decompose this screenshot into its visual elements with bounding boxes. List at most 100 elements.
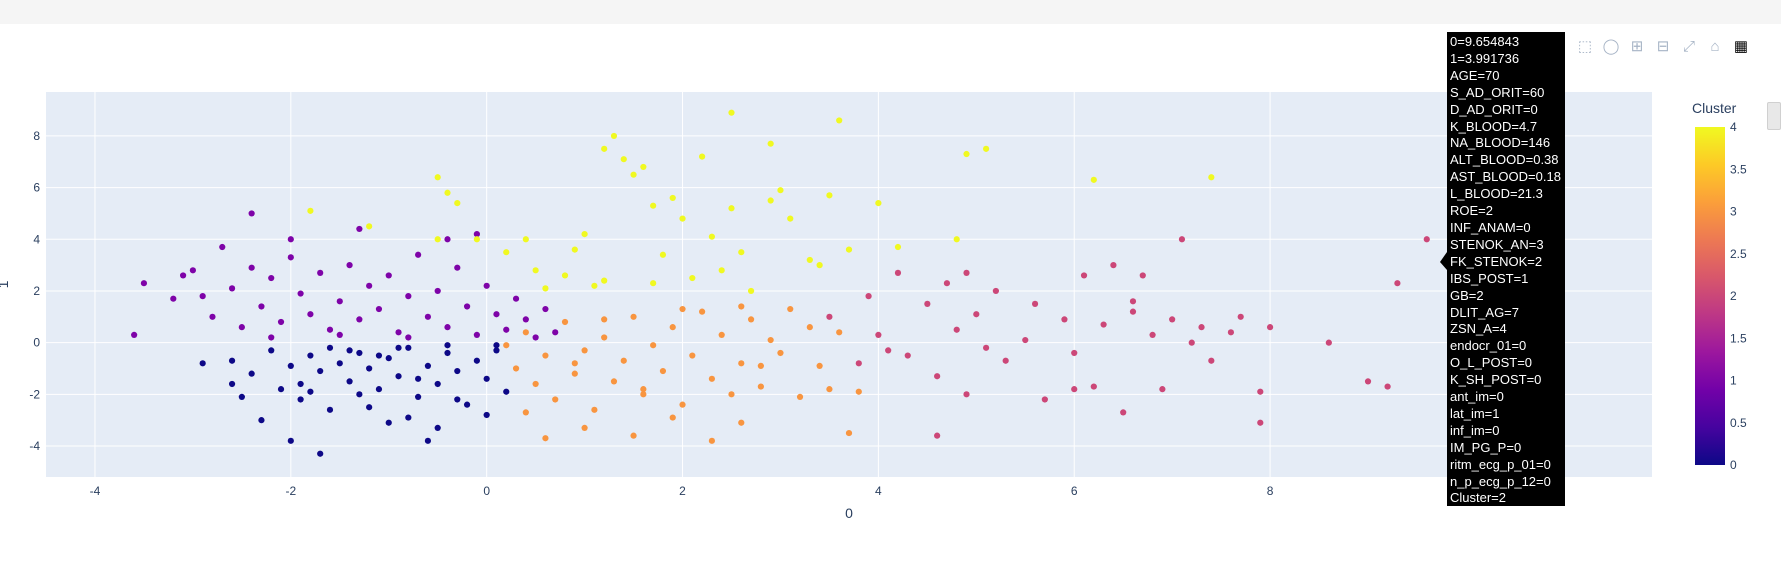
data-point xyxy=(679,215,686,222)
data-point xyxy=(454,264,461,271)
data-point xyxy=(894,269,902,276)
data-point xyxy=(170,295,177,302)
data-point xyxy=(415,251,422,258)
data-point xyxy=(904,352,911,359)
data-point xyxy=(385,355,392,362)
data-point xyxy=(806,324,813,331)
scroll-tab[interactable] xyxy=(1767,102,1781,130)
data-point xyxy=(473,231,480,238)
colorbar-tick-label: 1.5 xyxy=(1730,331,1747,345)
hover-line: 0=9.654843 xyxy=(1450,34,1520,49)
data-point xyxy=(503,249,510,256)
hover-line: GB=2 xyxy=(1450,287,1484,303)
data-point xyxy=(1178,236,1186,243)
data-point xyxy=(728,391,735,398)
data-point xyxy=(875,331,882,338)
data-point xyxy=(1110,262,1117,269)
data-point xyxy=(140,280,148,287)
data-point xyxy=(512,295,520,302)
data-point xyxy=(326,326,334,333)
hover-line: INF_ANAM=0 xyxy=(1450,219,1531,235)
x-tick-label: 0 xyxy=(483,484,490,498)
data-point xyxy=(522,409,529,416)
data-point xyxy=(522,316,529,323)
data-point xyxy=(601,277,608,284)
data-point xyxy=(317,269,324,276)
data-point xyxy=(434,380,441,388)
data-point xyxy=(179,272,187,279)
data-point xyxy=(777,349,784,357)
hover-line: O_L_POST=0 xyxy=(1450,355,1533,371)
data-point xyxy=(885,347,892,354)
x-tick-label: -2 xyxy=(285,484,296,498)
data-point xyxy=(806,256,813,264)
box-select-icon[interactable]: ⬚ xyxy=(1577,38,1593,55)
data-point xyxy=(307,207,314,214)
data-point xyxy=(463,401,471,408)
data-point xyxy=(395,373,402,380)
data-point xyxy=(659,251,667,258)
data-point xyxy=(424,362,432,369)
data-point xyxy=(268,334,275,341)
data-point xyxy=(552,396,559,403)
data-point xyxy=(1071,386,1078,393)
hover-line: IBS_POST=1 xyxy=(1450,270,1529,286)
data-point xyxy=(336,360,343,367)
data-point xyxy=(640,163,647,171)
data-point xyxy=(836,329,843,336)
data-point xyxy=(845,246,853,253)
data-point xyxy=(512,365,520,372)
data-point xyxy=(934,373,941,380)
data-point xyxy=(375,305,383,313)
data-point xyxy=(277,386,285,393)
data-point xyxy=(561,318,569,326)
hover-tooltip: 0=9.654843 1=3.991736 AGE=70 S_AD_ORIT=60 D_… xyxy=(1447,32,1565,506)
plotly-logo-icon[interactable]: ▦ xyxy=(1733,38,1749,55)
data-point xyxy=(894,243,902,251)
data-point xyxy=(199,293,206,300)
data-point xyxy=(542,435,549,442)
data-point xyxy=(552,329,559,336)
hover-line: K_SH_POST=0 xyxy=(1450,372,1542,388)
data-point xyxy=(473,331,480,338)
data-point xyxy=(738,419,745,426)
data-point xyxy=(669,194,676,202)
data-point xyxy=(630,171,637,178)
hover-line: NA_BLOOD=146 xyxy=(1450,135,1551,151)
lasso-select-icon[interactable]: ◯ xyxy=(1602,38,1620,55)
data-point xyxy=(454,367,461,375)
autoscale-icon[interactable]: ⤢ xyxy=(1682,37,1695,55)
data-point xyxy=(405,334,412,341)
data-point xyxy=(855,360,862,367)
y-axis-title: 1 xyxy=(0,280,11,288)
data-point xyxy=(493,311,500,318)
data-point xyxy=(826,313,833,320)
data-point xyxy=(1364,378,1372,385)
x-tick-label: -4 xyxy=(90,484,101,498)
hover-line: STENOK_AN=3 xyxy=(1450,236,1544,252)
data-point xyxy=(1208,357,1215,364)
data-point xyxy=(689,352,696,359)
zoom-in-icon[interactable]: ⊞ xyxy=(1630,38,1644,55)
data-point xyxy=(1257,419,1264,426)
x-axis-title: 0 xyxy=(845,505,853,521)
data-point xyxy=(747,316,755,323)
data-point xyxy=(385,419,392,426)
reset-axes-icon[interactable]: ⌂ xyxy=(1710,37,1720,55)
data-point xyxy=(708,437,716,444)
data-point xyxy=(317,367,324,375)
data-point xyxy=(405,293,412,300)
data-point xyxy=(228,357,236,364)
x-tick-label: 8 xyxy=(1267,484,1274,498)
data-point xyxy=(699,153,706,160)
colorbar-tick-label: 3 xyxy=(1730,205,1737,219)
data-point xyxy=(297,380,304,388)
data-point xyxy=(424,437,432,444)
data-point xyxy=(219,243,226,251)
data-point xyxy=(973,311,980,318)
zoom-out-icon[interactable]: ⊟ xyxy=(1656,38,1670,55)
data-point xyxy=(601,334,608,341)
data-point xyxy=(581,347,588,354)
data-point xyxy=(248,264,255,271)
